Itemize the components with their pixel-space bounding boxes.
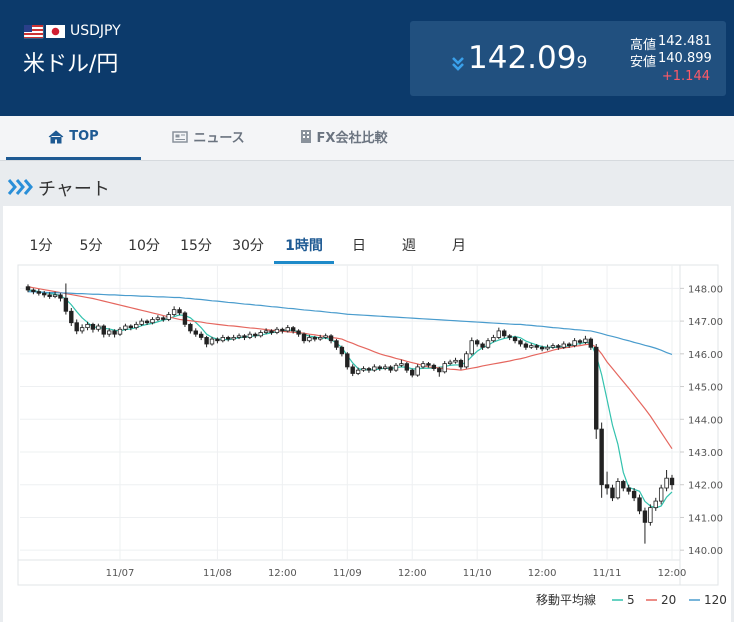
nav-bar: TOP ニュース FX会社比較 (0, 116, 734, 161)
timeframe-tab[interactable]: 月 (452, 237, 466, 254)
price-main: 142.09 (468, 40, 577, 76)
timeframe-tab[interactable]: 15分 (180, 237, 212, 254)
timeframe-tab[interactable]: 日 (352, 237, 366, 254)
header: USDJPY 米ドル/円 142.099 高値 142.481 安値 140.8… (0, 0, 734, 116)
nav-tab[interactable]: FX会社比較 (276, 116, 411, 157)
building-icon (300, 130, 311, 143)
home-icon (48, 129, 64, 143)
down-icon (452, 57, 464, 71)
timeframe-tab[interactable]: 1時間 (274, 228, 334, 264)
price-last-digit: 9 (576, 53, 588, 73)
change: +1.144 (661, 69, 710, 84)
timeframe-tab[interactable]: 30分 (232, 237, 264, 254)
news-icon (172, 130, 189, 143)
timeframe-tab[interactable]: 週 (402, 237, 416, 254)
nav-tab[interactable]: ニュース (141, 116, 276, 157)
pair-name: 米ドル/円 (23, 52, 119, 77)
timeframe-tab[interactable]: 1分 (29, 237, 53, 254)
section-title: チャート (38, 179, 110, 200)
low-value: 140.899 (658, 51, 712, 66)
timeframe-tab[interactable]: 5分 (79, 237, 103, 254)
section-icon (7, 179, 33, 195)
nav-tab-label: FX会社比較 (316, 131, 388, 146)
flags (24, 25, 65, 39)
price: 142.099 (468, 40, 587, 76)
timeframe-tab[interactable]: 10分 (128, 237, 160, 254)
high-label: 高値 (630, 38, 657, 53)
pair-code: USDJPY (70, 23, 121, 39)
nav-tab[interactable]: TOP (6, 116, 141, 160)
nav-tab-label: ニュース (193, 131, 245, 146)
high-value: 142.481 (658, 34, 712, 49)
low-label: 安値 (630, 55, 657, 70)
chart-card (3, 206, 731, 622)
nav-tab-label: TOP (69, 129, 99, 144)
